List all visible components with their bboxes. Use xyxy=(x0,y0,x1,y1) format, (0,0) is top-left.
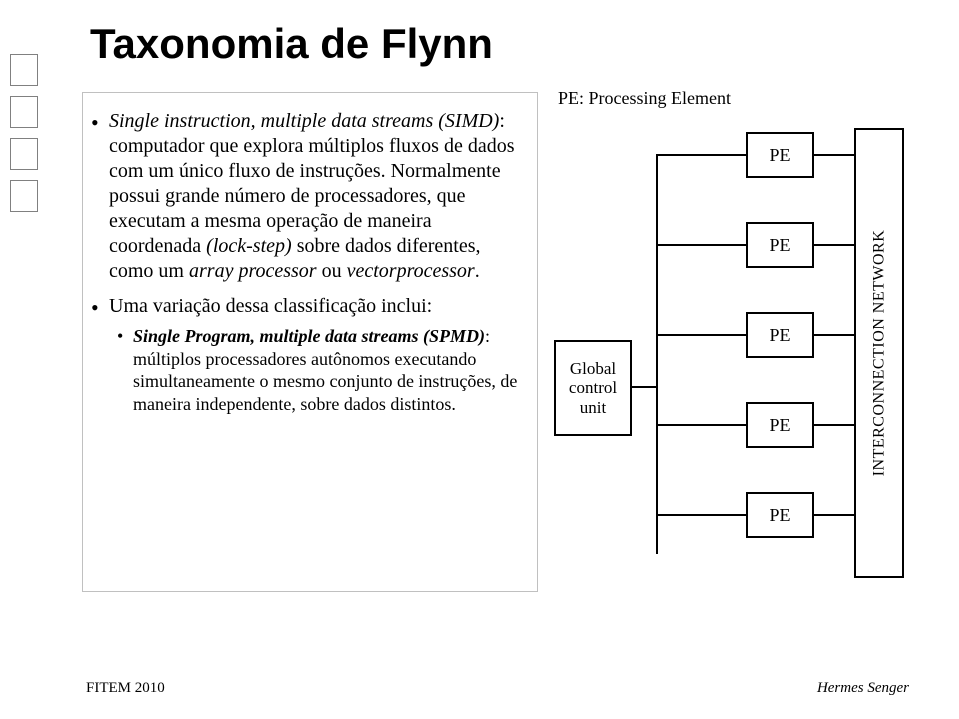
bullet-1-end: . xyxy=(475,260,480,282)
side-box xyxy=(10,54,38,86)
pe-label: PE xyxy=(769,415,790,436)
wire xyxy=(814,154,854,156)
footer-right: Hermes Senger xyxy=(817,680,909,697)
wire xyxy=(656,552,658,554)
wire xyxy=(632,386,656,388)
pe-label: PE xyxy=(769,505,790,526)
pe-label: PE xyxy=(769,235,790,256)
wire xyxy=(656,424,746,426)
side-box xyxy=(10,96,38,128)
side-boxes xyxy=(10,54,38,212)
pe-label: PE xyxy=(769,145,790,166)
side-box xyxy=(10,180,38,212)
bullet-1-lead: Single instruction, multiple data stream… xyxy=(109,110,499,132)
wire xyxy=(656,334,746,336)
gcu-label: Global control unit xyxy=(569,359,617,418)
bullet-2-text: Uma variação dessa classificação inclui: xyxy=(109,295,432,317)
sub-bullet-1: Single Program, multiple data streams (S… xyxy=(133,325,523,415)
global-control-unit-box: Global control unit xyxy=(554,340,632,436)
wire xyxy=(814,514,854,516)
wire xyxy=(814,424,854,426)
body-text-area: Single instruction, multiple data stream… xyxy=(82,92,538,592)
wire xyxy=(814,244,854,246)
bullet-2: Uma variação dessa classificação inclui:… xyxy=(109,294,523,415)
bullet-1-paren: (lock-step) xyxy=(206,235,292,257)
wire xyxy=(814,334,854,336)
bullet-1: Single instruction, multiple data stream… xyxy=(109,109,523,284)
wire xyxy=(656,244,746,246)
wire xyxy=(656,154,746,156)
footer-left: FITEM 2010 xyxy=(86,680,165,697)
pe-box: PE xyxy=(746,222,814,268)
pe-box: PE xyxy=(746,132,814,178)
interconnection-network-box: INTERCONNECTION NETWORK xyxy=(854,128,904,578)
pe-label: PE xyxy=(769,325,790,346)
architecture-diagram: PE: Processing Element Global control un… xyxy=(552,88,942,598)
side-box xyxy=(10,138,38,170)
bullet-1-mid: ou xyxy=(317,260,347,282)
bullet-1-tail1: array processor xyxy=(189,260,317,282)
pe-box: PE xyxy=(746,492,814,538)
slide: Taxonomia de Flynn Single instruction, m… xyxy=(0,0,959,719)
pe-legend: PE: Processing Element xyxy=(558,88,731,109)
wire xyxy=(656,514,746,516)
pe-column: PE PE PE PE PE xyxy=(746,132,814,582)
bullet-1-tail2: vectorprocessor xyxy=(347,260,475,282)
sub-bullet-lead: Single Program, multiple data streams (S… xyxy=(133,326,485,346)
pe-box: PE xyxy=(746,312,814,358)
slide-title: Taxonomia de Flynn xyxy=(90,20,493,68)
pe-box: PE xyxy=(746,402,814,448)
wire xyxy=(656,154,658,554)
icn-label: INTERCONNECTION NETWORK xyxy=(870,230,888,477)
